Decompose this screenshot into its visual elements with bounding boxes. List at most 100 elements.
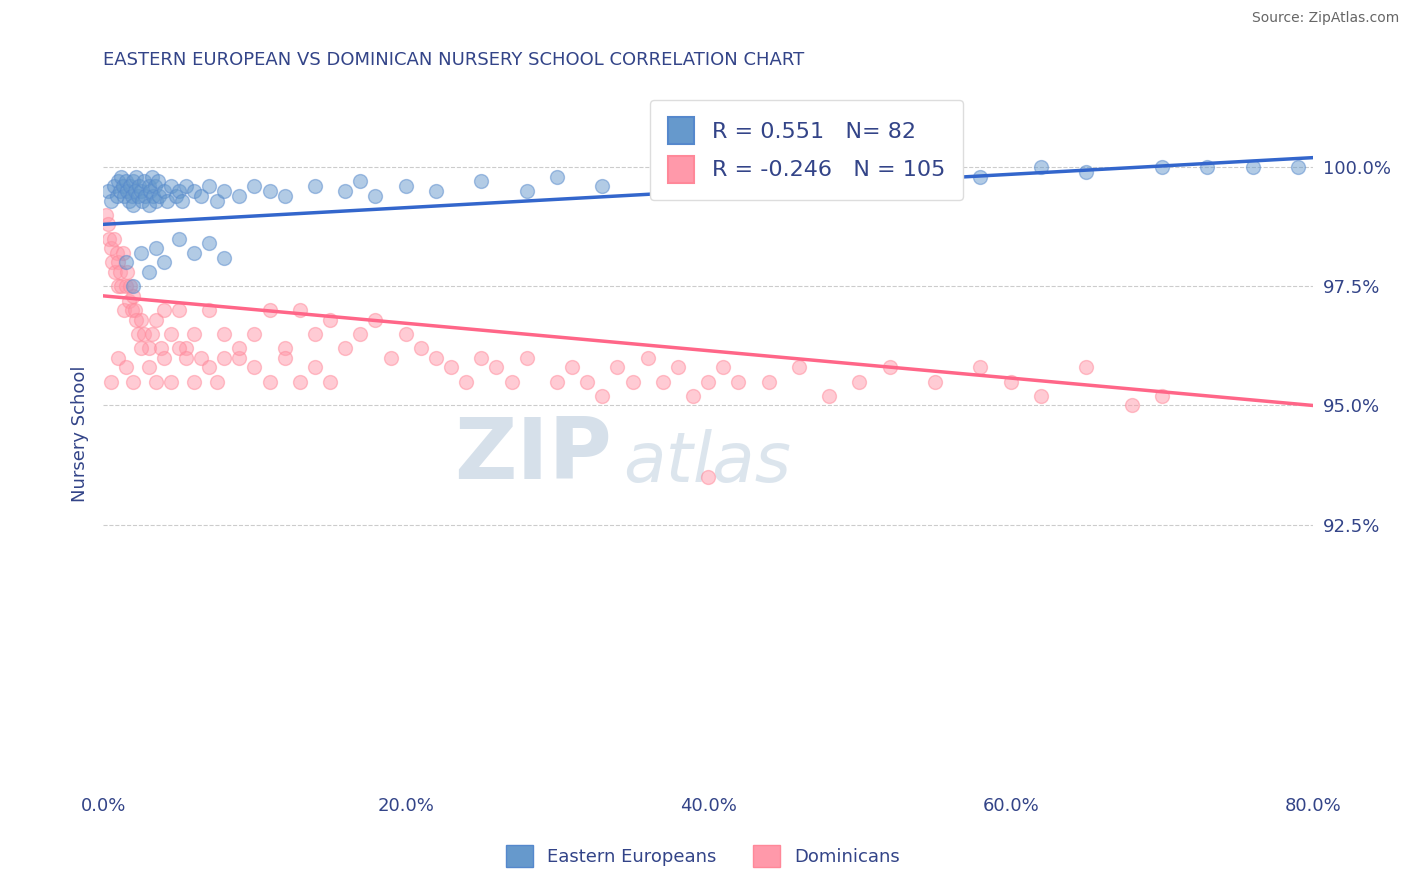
Point xyxy=(138,179,160,194)
Point xyxy=(637,351,659,365)
Point xyxy=(121,188,143,202)
Y-axis label: Nursery School: Nursery School xyxy=(72,366,89,502)
Point xyxy=(152,184,174,198)
Point xyxy=(104,265,127,279)
Point xyxy=(425,351,447,365)
Point xyxy=(333,341,356,355)
Point xyxy=(516,184,538,198)
Point xyxy=(304,179,326,194)
Point xyxy=(364,188,387,202)
Point xyxy=(243,360,266,375)
Point xyxy=(198,360,221,375)
Point xyxy=(1029,160,1052,174)
Point xyxy=(818,389,841,403)
Point xyxy=(969,360,991,375)
Point xyxy=(288,303,311,318)
Text: atlas: atlas xyxy=(623,429,792,496)
Point xyxy=(152,255,174,269)
Point xyxy=(304,326,326,341)
Point xyxy=(110,279,132,293)
Point xyxy=(176,351,198,365)
Point xyxy=(183,184,205,198)
Point xyxy=(167,184,190,198)
Point xyxy=(107,174,129,188)
Point xyxy=(122,174,145,188)
Point xyxy=(117,184,139,198)
Point xyxy=(787,169,810,184)
Legend: R = 0.551   N= 82, R = -0.246   N = 105: R = 0.551 N= 82, R = -0.246 N = 105 xyxy=(650,100,963,201)
Point xyxy=(129,341,152,355)
Point xyxy=(138,265,160,279)
Point xyxy=(165,188,187,202)
Point xyxy=(440,360,463,375)
Point xyxy=(160,375,183,389)
Point xyxy=(758,375,780,389)
Point xyxy=(118,293,141,308)
Point xyxy=(470,174,492,188)
Point xyxy=(742,179,765,194)
Point xyxy=(125,312,148,326)
Point xyxy=(143,179,166,194)
Point xyxy=(1029,389,1052,403)
Point xyxy=(112,303,135,318)
Point xyxy=(145,312,167,326)
Point xyxy=(129,246,152,260)
Point xyxy=(131,194,153,208)
Point xyxy=(176,341,198,355)
Point xyxy=(259,375,281,389)
Point xyxy=(228,188,250,202)
Point xyxy=(1241,160,1264,174)
Point xyxy=(576,375,599,389)
Point xyxy=(107,351,129,365)
Point xyxy=(349,174,371,188)
Point xyxy=(470,351,492,365)
Point xyxy=(205,375,228,389)
Point xyxy=(145,375,167,389)
Point xyxy=(190,351,212,365)
Point xyxy=(121,303,143,318)
Point xyxy=(697,375,720,389)
Point xyxy=(228,341,250,355)
Point xyxy=(117,265,139,279)
Point xyxy=(138,198,160,212)
Text: EASTERN EUROPEAN VS DOMINICAN NURSERY SCHOOL CORRELATION CHART: EASTERN EUROPEAN VS DOMINICAN NURSERY SC… xyxy=(103,51,804,69)
Point xyxy=(711,360,734,375)
Point xyxy=(546,169,568,184)
Point xyxy=(1076,360,1098,375)
Point xyxy=(132,174,155,188)
Point xyxy=(319,375,342,389)
Text: ZIP: ZIP xyxy=(454,414,612,497)
Point xyxy=(114,255,136,269)
Point xyxy=(105,246,128,260)
Point xyxy=(129,312,152,326)
Point xyxy=(122,289,145,303)
Point xyxy=(107,255,129,269)
Point xyxy=(145,194,167,208)
Point xyxy=(924,165,946,179)
Point xyxy=(139,184,162,198)
Point xyxy=(100,375,122,389)
Point xyxy=(122,279,145,293)
Point xyxy=(183,375,205,389)
Point xyxy=(100,241,122,255)
Point xyxy=(1000,375,1022,389)
Point xyxy=(1121,399,1143,413)
Point xyxy=(124,184,146,198)
Point xyxy=(1150,389,1173,403)
Point xyxy=(349,326,371,341)
Point xyxy=(395,326,418,341)
Point xyxy=(212,184,235,198)
Text: Source: ZipAtlas.com: Source: ZipAtlas.com xyxy=(1251,11,1399,25)
Point xyxy=(138,360,160,375)
Point xyxy=(924,375,946,389)
Point xyxy=(848,375,870,389)
Point xyxy=(212,326,235,341)
Point xyxy=(122,375,145,389)
Point xyxy=(1197,160,1219,174)
Point xyxy=(127,188,149,202)
Point xyxy=(304,360,326,375)
Point xyxy=(591,179,613,194)
Point xyxy=(501,375,523,389)
Point xyxy=(132,326,155,341)
Point xyxy=(485,360,508,375)
